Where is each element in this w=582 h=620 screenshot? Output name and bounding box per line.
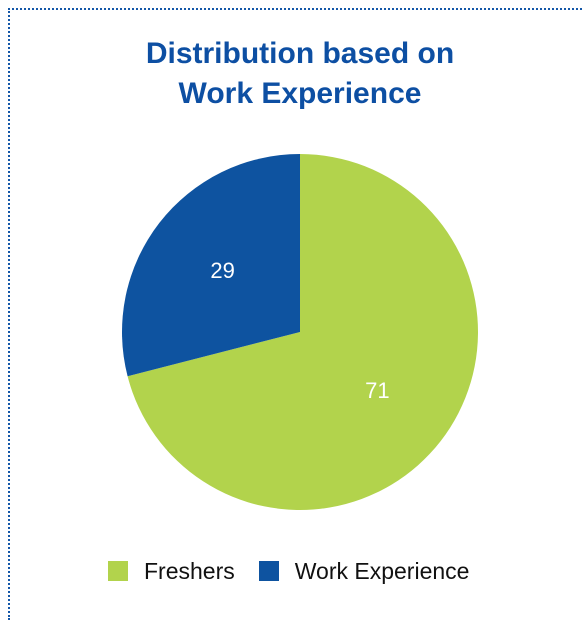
dotted-border-top — [8, 8, 582, 10]
pie-slice-work-experience — [121, 154, 300, 377]
legend: Freshers Work Experience — [108, 556, 493, 586]
legend-label-work-experience: Work Experience — [294, 557, 470, 584]
chart-title-line-1: Distribution based on — [145, 37, 455, 70]
legend-label-freshers: Freshers — [144, 557, 235, 584]
legend-swatch-work-experience — [258, 561, 279, 581]
legend-item-freshers: Freshers — [108, 558, 235, 585]
pie-slice-freshers — [127, 154, 479, 511]
data-label-work-experience: 29 — [210, 258, 234, 283]
legend-swatch-freshers — [108, 561, 128, 581]
dotted-border-left — [8, 8, 10, 620]
chart-title-line-2: Work Experience — [178, 77, 422, 110]
legend-item-work-experience: Work Experience — [258, 557, 470, 585]
data-label-freshers: 71 — [365, 378, 389, 403]
chart-title: Distribution based on Work Experience — [10, 34, 582, 114]
